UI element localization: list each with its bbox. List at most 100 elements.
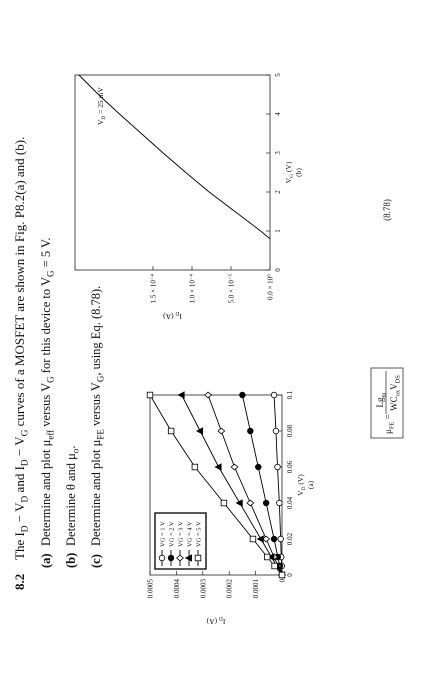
equation-denominator: WCoxVDS	[389, 375, 402, 411]
text-part: = 5 V.	[39, 237, 53, 270]
x-tick-label: 3	[274, 151, 282, 155]
marker	[262, 535, 271, 543]
subscript: G	[46, 270, 56, 277]
marker	[177, 391, 185, 399]
equation-numerator: Lgm	[375, 392, 388, 407]
subscript: D	[21, 459, 31, 466]
subscript: eff	[46, 430, 56, 440]
text-part: (V)	[296, 474, 305, 487]
marker	[249, 535, 257, 543]
text-part: Determine and plot μ	[89, 439, 103, 546]
subscript: FE	[96, 429, 106, 440]
text-part: = 25 mV	[96, 86, 105, 115]
subscript: D	[219, 615, 223, 621]
text-part: Lg	[375, 397, 385, 407]
y-axis-label: ID (A)	[206, 615, 225, 626]
chart-subtitle: (b)	[294, 168, 303, 177]
y-tick-label: 0.0004	[173, 579, 181, 599]
marker	[146, 391, 154, 399]
x-tick-label: 4	[274, 112, 282, 116]
y-axis-label: ID (A)	[163, 310, 182, 321]
x-tick-label: 0.02	[286, 532, 294, 545]
marker	[246, 499, 255, 507]
text-part: , using Eq. (8.78).	[89, 286, 103, 376]
text-part: (A)	[163, 312, 176, 321]
text-part: − V	[12, 436, 27, 460]
legend-label: VG = 2 V	[169, 521, 176, 547]
legend-marker	[176, 554, 184, 562]
text-part: (V)	[284, 161, 293, 174]
text-part: μ	[383, 429, 393, 434]
y-tick-label: 0.0003	[199, 579, 207, 599]
legend-marker	[184, 554, 192, 562]
x-tick-label: 0.08	[286, 424, 294, 437]
data-line	[207, 394, 283, 576]
marker	[255, 463, 262, 471]
y-tick-label: 5.0 × 10⁻⁵	[228, 273, 236, 303]
text-part: .	[64, 446, 78, 449]
marker	[235, 499, 243, 507]
item-label: (a)	[39, 553, 53, 568]
y-tick-label: 0.0002	[226, 579, 234, 599]
legend-label: VG = 1 V	[160, 521, 167, 547]
x-axis-label: VG (V)	[284, 161, 295, 183]
text-part: V	[96, 119, 105, 125]
text-part: =	[383, 414, 393, 421]
text-part: V	[296, 490, 305, 496]
marker	[220, 499, 228, 507]
subscript: G	[46, 376, 56, 383]
x-tick-label: 0	[274, 268, 282, 272]
marker	[276, 499, 283, 507]
text-part: Determine and plot μ	[39, 439, 53, 546]
marker	[274, 463, 281, 471]
marker	[195, 427, 204, 435]
marker	[262, 499, 270, 507]
x-tick-label: 2	[274, 190, 282, 194]
x-axis-label: VD (V)	[296, 474, 307, 496]
text-part: and I	[12, 466, 27, 496]
y-tick-label: 0.0005	[147, 579, 155, 599]
marker	[270, 535, 278, 543]
x-tick-label: 0	[286, 573, 294, 577]
marker	[264, 553, 271, 561]
marker	[271, 562, 278, 570]
marker	[239, 391, 246, 399]
marker	[256, 535, 264, 543]
x-tick-label: 0.1	[286, 390, 294, 399]
text-part: WC	[389, 396, 399, 411]
x-tick-label: 5	[274, 73, 282, 77]
text-part: (A)	[206, 617, 219, 626]
problem-number: 8.2	[12, 574, 27, 590]
subscript: D	[21, 495, 31, 502]
x-tick-label: 0.06	[286, 460, 294, 473]
legend-label: VG = 4 V	[187, 521, 194, 547]
marker	[270, 391, 278, 399]
data-line	[241, 394, 283, 576]
plot-frame	[149, 394, 283, 576]
legend-label: VG = 5 V	[196, 521, 203, 547]
subscript: D	[21, 525, 31, 532]
text-part: The I	[12, 532, 27, 560]
subscript: D	[175, 310, 179, 316]
problem-intro: The ID − VD and ID − VG curves of a MOSF…	[12, 137, 31, 560]
text-part: I	[179, 312, 182, 321]
item-text: Determine and plot μeff versus VG for th…	[39, 237, 56, 546]
item-label: (c)	[89, 554, 103, 568]
item-label: (b)	[64, 553, 78, 568]
y-tick-label: 1.0 × 10⁻⁴	[189, 273, 197, 303]
subscript: DS	[395, 375, 402, 384]
legend-label: VG = 3 V	[178, 521, 185, 547]
text-part: V	[389, 383, 399, 390]
y-tick-label: 1.5 × 10⁻⁴	[150, 273, 158, 303]
subscript: D	[301, 486, 307, 490]
data-line	[78, 74, 271, 240]
item-text: Determine θ and μo.	[64, 446, 81, 547]
subscript: ox	[395, 389, 402, 396]
marker	[230, 463, 239, 471]
legend-box	[154, 512, 207, 570]
text-part: versus V	[89, 382, 103, 429]
marker	[267, 553, 275, 561]
subscript: D	[101, 116, 107, 120]
